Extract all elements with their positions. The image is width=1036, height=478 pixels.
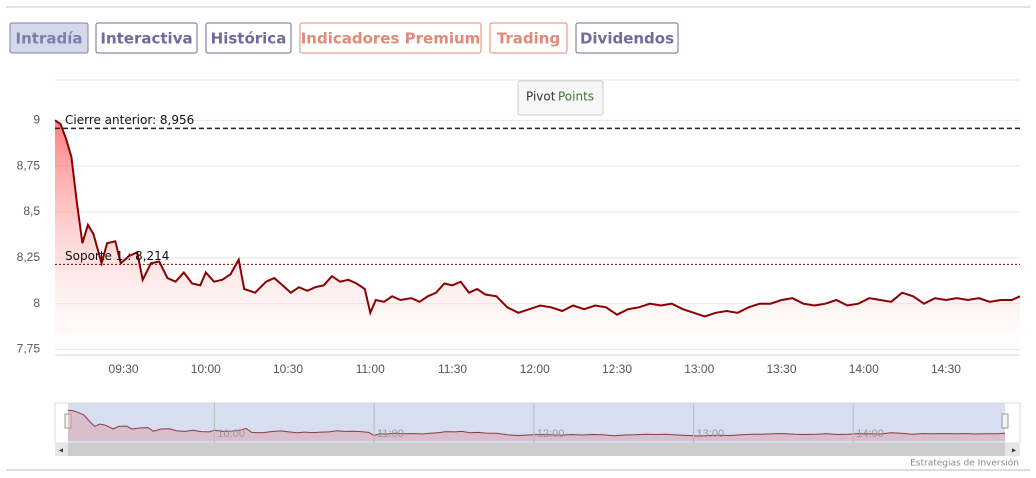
x-tick-label: 10:30 bbox=[273, 362, 303, 376]
scrollbar-thumb[interactable] bbox=[68, 443, 1005, 456]
x-tick-label: 14:30 bbox=[931, 362, 961, 376]
y-tick-label: 8,75 bbox=[17, 158, 41, 172]
x-tick-label: 10:00 bbox=[191, 362, 221, 376]
scroll-right[interactable]: ▸ bbox=[1012, 446, 1016, 455]
tab[interactable] bbox=[205, 22, 292, 54]
navigator-tick-label: 11:00 bbox=[377, 428, 404, 440]
tab[interactable] bbox=[489, 22, 568, 54]
y-tick-label: 8,5 bbox=[23, 204, 40, 218]
pivot-button[interactable] bbox=[517, 80, 604, 116]
navigator-tick-label: 10:00 bbox=[217, 428, 245, 440]
reference-label: Cierre anterior: 8,956 bbox=[65, 113, 194, 127]
pivot-label: Pivot bbox=[526, 90, 556, 104]
navigator-area bbox=[68, 410, 1005, 441]
tab[interactable] bbox=[575, 22, 679, 54]
nav-handle[interactable] bbox=[1001, 413, 1009, 429]
x-tick-label: 12:00 bbox=[520, 362, 550, 376]
tab-label: Indicadores Premium bbox=[301, 30, 481, 48]
navigator-tick-label: 13:00 bbox=[697, 428, 725, 440]
navigator-line bbox=[67, 409, 1006, 437]
y-tick-label: 8 bbox=[33, 296, 40, 310]
tab-label: Intradía bbox=[16, 30, 83, 48]
x-tick-label: 11:00 bbox=[356, 362, 385, 376]
y-tick-label: 9 bbox=[33, 113, 40, 127]
pivot-label: Points bbox=[558, 90, 594, 104]
scroll-left[interactable]: ◂ bbox=[59, 446, 63, 455]
x-tick-label: 12:30 bbox=[602, 362, 632, 376]
x-tick-label: 09:30 bbox=[109, 362, 139, 376]
navigator-tick-label: 12:00 bbox=[537, 428, 565, 440]
x-tick-label: 11:30 bbox=[438, 362, 467, 376]
x-tick-label: 13:30 bbox=[766, 362, 796, 376]
price-line bbox=[54, 119, 1021, 318]
reference-label: Soporte 1 : 8,214 bbox=[65, 249, 169, 263]
tab[interactable] bbox=[299, 22, 482, 54]
x-tick-label: 14:00 bbox=[849, 362, 879, 376]
y-tick-label: 7,75 bbox=[17, 342, 41, 356]
navigator-tick-label: 14:00 bbox=[856, 428, 884, 440]
area bbox=[55, 120, 1020, 355]
tab-label: Dividendos bbox=[580, 30, 674, 48]
tab-label: Histórica bbox=[211, 30, 287, 48]
tab[interactable] bbox=[9, 22, 89, 54]
tab-label: Interactiva bbox=[100, 30, 192, 48]
footer: Estrategias de Inversión bbox=[910, 458, 1019, 469]
tab[interactable] bbox=[95, 22, 198, 54]
tab-label: Trading bbox=[497, 30, 560, 48]
y-tick-label: 8,25 bbox=[17, 250, 41, 264]
x-tick-label: 13:00 bbox=[684, 362, 714, 376]
